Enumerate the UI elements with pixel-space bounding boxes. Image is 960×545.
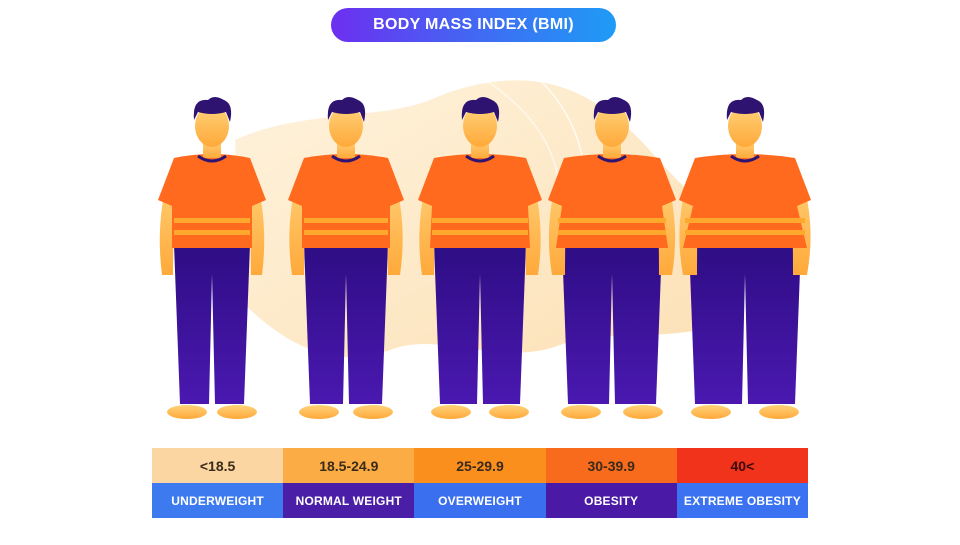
label-cell-underweight: UNDERWEIGHT (152, 483, 284, 518)
pants-underweight (174, 244, 250, 404)
collar-normal (331, 154, 361, 163)
left-foot-obese (561, 405, 601, 419)
shirt-stripe-obese (558, 230, 666, 235)
hair-extreme (726, 97, 765, 122)
collar-extreme (730, 154, 760, 163)
shirt-stripe-overweight (432, 218, 528, 223)
label-cell-extreme-obesity: EXTREME OBESITY (676, 483, 808, 518)
figure-obese (548, 97, 676, 419)
right-foot-underweight (217, 405, 257, 419)
left-foot-extreme (691, 405, 731, 419)
head-extreme (728, 105, 762, 147)
shirt-extreme (679, 154, 811, 248)
head-obese (595, 105, 629, 147)
range-cell-underweight: <18.5 (152, 448, 284, 483)
bmi-table: <18.5 18.5-24.9 25-29.9 30-39.9 40< UNDE… (152, 448, 808, 518)
left-foot-overweight (431, 405, 471, 419)
right-foot-obese (623, 405, 663, 419)
head-underweight (195, 105, 229, 147)
shirt-stripe-extreme (685, 218, 805, 223)
left-foot-normal (299, 405, 339, 419)
pants-obese (562, 244, 662, 404)
range-cell-normal: 18.5-24.9 (283, 448, 415, 483)
shirt-obese (548, 154, 676, 248)
figure-extreme (679, 97, 811, 419)
shirt-underweight (158, 154, 266, 248)
shirt-stripe-overweight (432, 230, 528, 235)
hair-underweight (193, 97, 232, 122)
head-overweight (463, 105, 497, 147)
pants-overweight (434, 244, 526, 404)
shirt-stripe-normal (304, 218, 388, 223)
right-foot-overweight (489, 405, 529, 419)
hair-overweight (461, 97, 500, 122)
pants-normal (304, 244, 388, 404)
page-title: BODY MASS INDEX (BMI) (331, 8, 616, 42)
shirt-stripe-normal (304, 230, 388, 235)
left-foot-underweight (167, 405, 207, 419)
figure-overweight (418, 97, 542, 419)
range-cell-extreme-obesity: 40< (676, 448, 808, 483)
label-cell-obesity: OBESITY (545, 483, 677, 518)
shirt-overweight (418, 154, 542, 248)
shirt-normal (288, 154, 404, 248)
collar-underweight (197, 154, 227, 163)
shirt-stripe-underweight (174, 218, 250, 223)
label-cell-normal: NORMAL WEIGHT (283, 483, 415, 518)
shirt-stripe-extreme (685, 230, 805, 235)
range-cell-obesity: 30-39.9 (545, 448, 677, 483)
label-cell-overweight: OVERWEIGHT (414, 483, 546, 518)
collar-obese (597, 154, 627, 163)
shirt-stripe-obese (558, 218, 666, 223)
right-foot-normal (353, 405, 393, 419)
figure-underweight (158, 97, 266, 419)
collar-overweight (465, 154, 495, 163)
pants-extreme (689, 244, 801, 404)
right-foot-extreme (759, 405, 799, 419)
hair-normal (327, 97, 366, 122)
figure-normal (288, 97, 404, 419)
shirt-stripe-underweight (174, 230, 250, 235)
range-cell-overweight: 25-29.9 (414, 448, 546, 483)
hair-obese (593, 97, 632, 122)
head-normal (329, 105, 363, 147)
